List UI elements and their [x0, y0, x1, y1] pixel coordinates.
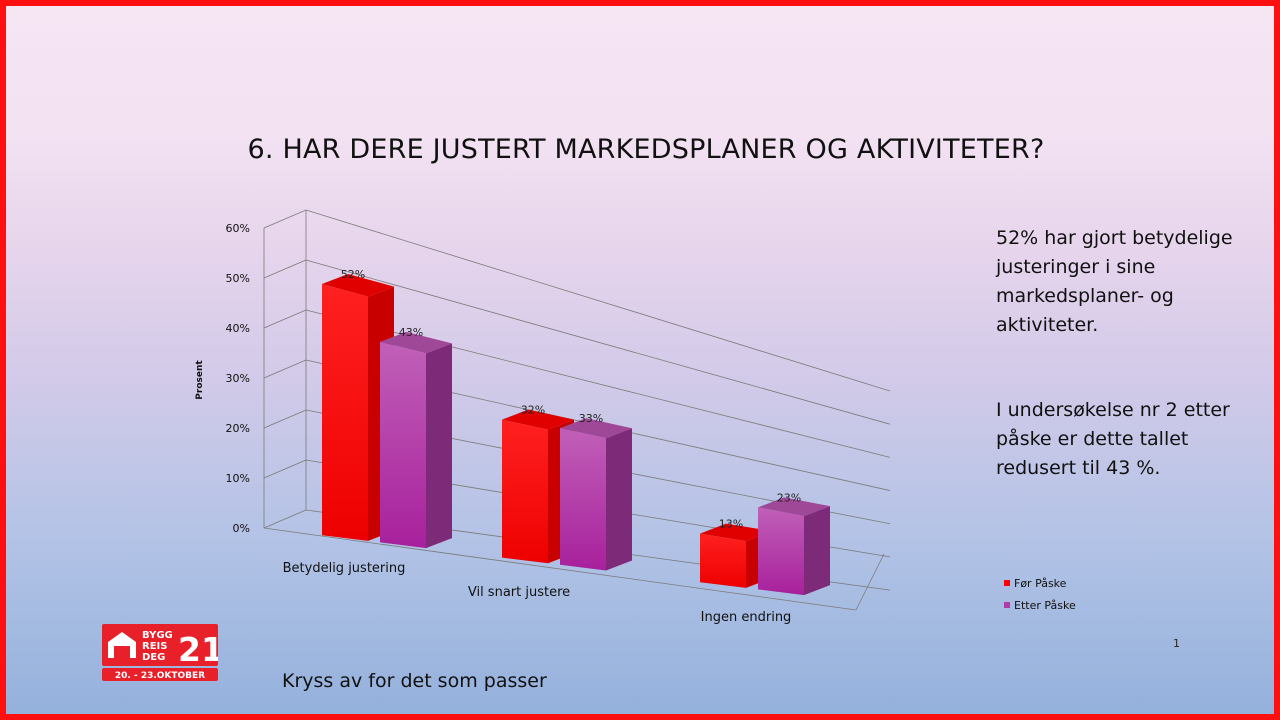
legend-label: Før Påske — [1014, 576, 1067, 590]
gridline-wall — [263, 409, 307, 429]
footer-instruction: Kryss av for det som passer — [282, 670, 547, 692]
bar-side — [426, 343, 452, 549]
y-axis-label: Prosent — [195, 360, 205, 400]
legend-swatch-purple — [1004, 602, 1010, 608]
category-label: Vil snart justere — [468, 585, 570, 600]
gridline-back — [305, 259, 891, 425]
y-tick-label: 50% — [226, 272, 250, 285]
y-tick-label: 20% — [226, 422, 250, 435]
bar-front — [758, 507, 804, 596]
gridline-wall — [263, 509, 307, 529]
bar-top — [560, 418, 632, 439]
y-tick-label: 10% — [226, 472, 250, 485]
category-label: Betydelig justering — [283, 561, 406, 576]
floor-front-edge — [263, 527, 857, 611]
gridline-wall — [263, 259, 307, 279]
floor-right-edge — [855, 553, 885, 611]
y-axis-ticks: 0% 10% 20% 30% 40% 50% 60% — [226, 222, 250, 535]
svg-text:20. - 23.OKTOBER: 20. - 23.OKTOBER — [115, 671, 205, 681]
data-label: 32% — [521, 404, 545, 417]
bar-top — [322, 273, 394, 297]
svg-text:BYGG: BYGG — [142, 630, 173, 641]
bar-front — [322, 283, 368, 541]
bar-front — [380, 341, 426, 549]
data-labels: 52% 43% 32% 33% 13% 23% — [341, 268, 801, 531]
bygg-reis-deg-logo: BYGG REIS DEG 21 20. - 23.OKTOBER — [102, 624, 218, 681]
category-label: Ingen endring — [701, 610, 792, 625]
gridline-wall — [263, 359, 307, 379]
gridline-wall — [263, 209, 307, 229]
data-label: 52% — [341, 268, 365, 281]
svg-text:21: 21 — [178, 630, 218, 669]
bar-top — [758, 497, 830, 517]
legend-label: Etter Påske — [1014, 598, 1076, 612]
legend-swatch-red — [1004, 580, 1010, 586]
bar-top — [700, 523, 772, 542]
bar-chart: 0%10%20%30%40%50%60% 52%43%32%33%13%23% … — [195, 209, 891, 625]
gridline-wall — [263, 309, 307, 329]
side-text-followup: I undersøkelse nr 2 etter påske er dette… — [996, 399, 1230, 479]
chart-bars — [322, 273, 830, 596]
y-tick-label: 40% — [226, 322, 250, 335]
bar-front — [560, 428, 606, 571]
x-axis-categories: Betydelig justering Vil snart justere Inge… — [283, 561, 792, 625]
legend-item-etter-paske: Etter Påske — [1004, 594, 1076, 616]
gridline-back — [305, 209, 891, 392]
y-tick-label: 30% — [226, 372, 250, 385]
side-text-summary: 52% har gjort betydelige justeringer i s… — [996, 227, 1233, 336]
data-label: 43% — [399, 326, 423, 339]
bar-top — [380, 331, 452, 354]
gridline-wall — [263, 459, 307, 479]
data-label: 23% — [777, 491, 801, 504]
y-tick-label: 60% — [226, 222, 250, 235]
bar-side — [804, 506, 830, 596]
bar-front — [502, 419, 548, 564]
y-tick-label: 0% — [233, 522, 250, 535]
data-label: 33% — [579, 412, 603, 425]
page-number: 1 — [1173, 637, 1180, 650]
bar-top — [502, 409, 574, 430]
bar-side — [606, 428, 632, 571]
data-label: 13% — [719, 518, 743, 531]
legend-item-for-paske: Før Påske — [1004, 572, 1076, 594]
bar-front — [700, 533, 746, 588]
chart-legend: Før Påske Etter Påske — [1004, 572, 1076, 616]
slide-title: 6. HAR DERE JUSTERT MARKEDSPLANER OG AKT… — [247, 134, 1045, 165]
svg-text:REIS: REIS — [142, 641, 167, 652]
svg-text:DEG: DEG — [142, 652, 165, 663]
